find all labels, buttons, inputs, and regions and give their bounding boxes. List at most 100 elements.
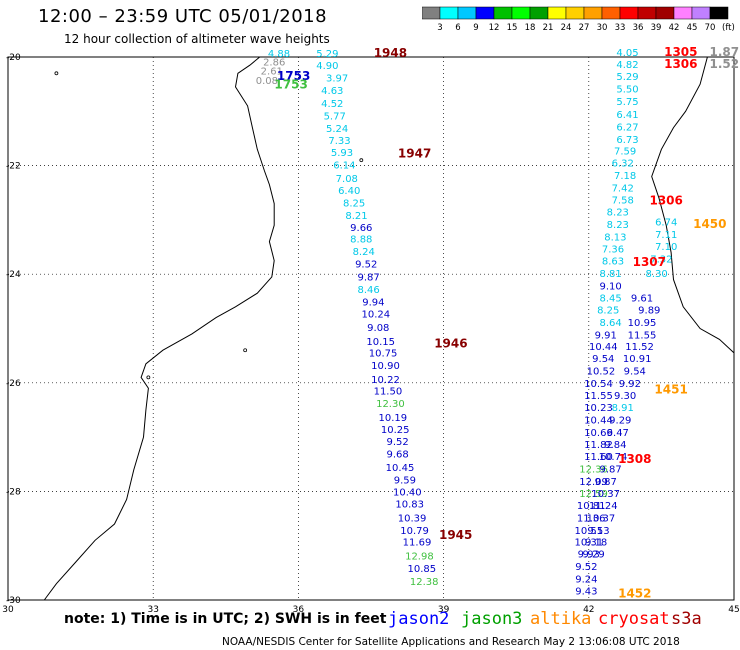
wave-height-value: 9.59 [394,475,416,486]
colorbar-tick-label: 36 [633,23,644,33]
wave-height-value: 0.08 [256,76,278,87]
wave-height-value: 9.29 [582,550,604,561]
pass-time-label: 1450 [693,217,726,231]
wave-height-value: 10.75 [369,349,398,360]
wave-height-value: 8.25 [597,305,619,316]
wave-height-value: 10.79 [400,526,429,537]
wave-height-value: 11.60 [584,452,613,463]
colorbar-tick-label: 3 [437,23,442,33]
wave-height-value: 9.54 [624,367,646,378]
pass-time-label: 1307 [633,255,666,269]
colorbar-swatch [709,6,729,20]
wave-height-value: 9.66 [350,223,372,234]
lat-tick-label: -20 [6,53,21,63]
pass-time-label: 1306 [649,194,682,208]
wave-height-value: 10.81 [577,501,606,512]
wave-height-value: 10.51 [574,526,603,537]
colorbar-tick-label: 45 [687,23,698,33]
map-subtitle: 12 hour collection of altimeter wave hei… [64,32,330,46]
lon-tick-label: 33 [147,605,158,615]
wave-height-value: 8.63 [602,256,624,267]
wave-height-value: 4.05 [616,48,638,59]
wave-height-value: 5.75 [616,97,638,108]
axis-ticks: 30 33 36 39 42 45 -20 -22 -24 -26 -28 -30 [2,53,739,615]
wave-height-value: 10.39 [398,513,427,524]
colorbar-tick-label: 27 [579,23,590,33]
pass-time-label: 1305 [664,45,697,59]
pass-time-label: 1.52 [709,57,739,71]
wave-height-value: 10.37 [591,489,620,500]
wave-height-value: 9.94 [362,298,384,309]
wave-height-value: 11.50 [374,387,403,398]
wave-height-value: 4.52 [321,99,343,110]
wave-height-value: 10.91 [623,354,652,365]
wave-height-value: 9.61 [631,293,653,304]
wave-height-value: 9.18 [585,538,607,549]
wave-height-value: 9.43 [575,587,597,598]
legend-jason3: jason3 [461,609,523,629]
wave-height-value: 9.08 [367,323,389,334]
wave-height-value: 12.98 [405,551,434,562]
wave-height-value: 9.29 [609,416,631,427]
wave-height-value: 9.91 [595,330,617,341]
lat-tick-label: -22 [6,162,21,172]
lon-tick-label: 45 [728,605,739,615]
wave-height-value: 8.23 [607,208,629,219]
wave-height-value: 5.29 [616,72,638,83]
wave-height-value: 9.87 [357,273,379,284]
wave-height-value: 9.47 [607,428,629,439]
wave-height-value: 7.58 [612,196,634,207]
wave-height-value: 5.93 [331,148,353,159]
wave-height-value: 8.81 [599,269,621,280]
wave-height-value: 9.87 [599,464,621,475]
wave-height-labels: 4.88 5.29 2.86 4.90 2.61 3.97 0.08 4.63 4.525.77… [256,45,739,600]
colorbar: 3 6 9 12 15 18 21 24 27 30 33 36 39 42 45 70 (ft) [422,6,735,33]
wave-height-value: 6.40 [338,186,360,197]
wave-height-value: 12.38 [410,577,439,588]
wave-height-value: 5.29 [316,49,338,60]
wave-height-value: 7.11 [655,230,677,241]
wave-height-value: 10.66 [584,428,613,439]
wave-height-value: 9.54 [592,354,614,365]
wave-height-value: 8.24 [353,247,375,258]
wave-height-value: 10.40 [393,488,422,499]
wave-height-value: 9.93 [578,550,600,561]
wave-height-value: 9.68 [386,450,408,461]
wave-height-value: 7.10 [655,242,677,253]
wave-height-value: 7.33 [328,136,350,147]
wave-height-value: 10.83 [395,500,424,511]
coastline [43,56,735,601]
wave-height-value: 12.30 [376,399,405,410]
wave-height-value: 10.95 [628,318,657,329]
wave-height-value: 10.31 [574,538,603,549]
wave-height-value: 9.52 [575,562,597,573]
wave-height-value: 11.55 [628,330,657,341]
wave-height-value: 9.52 [386,437,408,448]
pass-time-label: 1946 [434,337,467,351]
wave-height-value: 7.59 [614,147,636,158]
wave-height-value: 8.13 [604,233,626,244]
pass-time-label: 1753 [274,78,307,92]
pass-time-label: 1.87 [709,45,739,59]
wave-height-value: 6.41 [616,110,638,121]
wave-height-value: 9.10 [599,281,621,292]
wave-height-value: 4.82 [616,60,638,71]
pass-time-label: 1306 [664,57,697,71]
colorbar-tick-label: 70 [705,23,716,33]
wave-height-value: 11.82 [584,440,613,451]
wave-height-value: 6.32 [612,159,634,170]
wave-height-value: 8.30 [645,269,667,280]
wave-height-value: 12.59 [579,489,608,500]
wave-height-value: 9.52 [355,260,377,271]
lon-tick-label: 39 [438,605,450,615]
wave-height-value: 10.45 [386,463,415,474]
wave-height-value: 10.15 [366,337,395,348]
wave-height-value: 8.45 [599,293,621,304]
lat-tick-label: -30 [6,596,21,606]
wave-height-value: 2.61 [261,66,283,77]
lon-tick-label: 30 [2,605,14,615]
wave-height-value: 8.88 [350,235,372,246]
wave-height-value: 10.22 [371,375,400,386]
pass-time-label: 1947 [398,147,431,161]
